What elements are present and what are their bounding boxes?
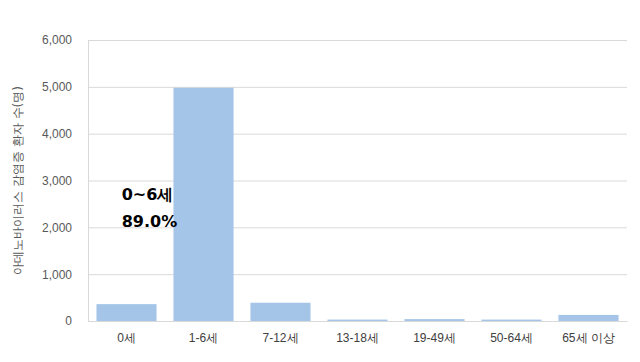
grid-line — [88, 87, 627, 88]
grid-line — [88, 40, 627, 41]
x-tick: 1-6세 — [189, 331, 218, 345]
y-tick-label: 0 — [65, 314, 72, 328]
x-tick-label: 65세 이상 — [562, 331, 615, 345]
x-tick-label: 1-6세 — [189, 331, 218, 345]
x-tick-label: 50-64세 — [490, 331, 533, 345]
y-axis-line — [89, 41, 628, 322]
grid-line — [88, 181, 627, 182]
grid-line — [88, 274, 627, 275]
grid-line — [88, 134, 627, 135]
y-axis: 0 1,000 2,000 3,000 4,000 5,000 6,000 — [42, 33, 627, 328]
x-axis-line — [89, 321, 628, 322]
y-tick: 6,000 — [42, 33, 627, 47]
x-tick-label: 7-12세 — [262, 331, 298, 345]
y-tick: 4,000 — [42, 127, 627, 141]
y-tick: 1,000 — [42, 268, 627, 282]
x-axis: 0세 1-6세 7-12세 13-18세 19-49세 50-64세 65세 이상 — [89, 322, 628, 345]
bar — [96, 304, 156, 321]
bar — [173, 88, 233, 321]
bar — [404, 319, 464, 321]
y-tick-label: 2,000 — [42, 221, 72, 235]
bar — [327, 320, 387, 321]
annotation: 89.0% — [122, 212, 178, 231]
bar — [250, 303, 310, 321]
x-tick: 13-18세 — [336, 331, 379, 345]
y-axis-title: 아데노바이러스 감염증 환자 수(명) — [11, 86, 25, 275]
y-tick-label: 6,000 — [42, 33, 72, 47]
x-tick: 19-49세 — [413, 331, 456, 345]
bar — [481, 320, 541, 321]
chart: 0 1,000 2,000 3,000 4,000 5,000 6,000 0세 1-6세 7-1… — [0, 0, 640, 362]
x-tick: 7-12세 — [262, 331, 298, 345]
x-tick-label: 19-49세 — [413, 331, 456, 345]
plot: 0 1,000 2,000 3,000 4,000 5,000 6,000 0세 1-6세 7-1… — [42, 33, 628, 344]
x-tick: 65세 이상 — [562, 331, 615, 345]
x-tick-label: 0세 — [117, 331, 136, 345]
y-tick: 5,000 — [42, 80, 627, 94]
y-tick-label: 1,000 — [42, 268, 72, 282]
y-tick-label: 4,000 — [42, 127, 72, 141]
bars — [96, 88, 618, 321]
x-tick-label: 13-18세 — [336, 331, 379, 345]
bar — [558, 315, 618, 321]
y-tick-label: 5,000 — [42, 80, 72, 94]
x-tick: 50-64세 — [490, 331, 533, 345]
annotation: 0~6세 — [122, 185, 174, 204]
x-tick: 0세 — [117, 331, 136, 345]
y-tick-label: 3,000 — [42, 174, 72, 188]
grid-line — [88, 321, 627, 322]
